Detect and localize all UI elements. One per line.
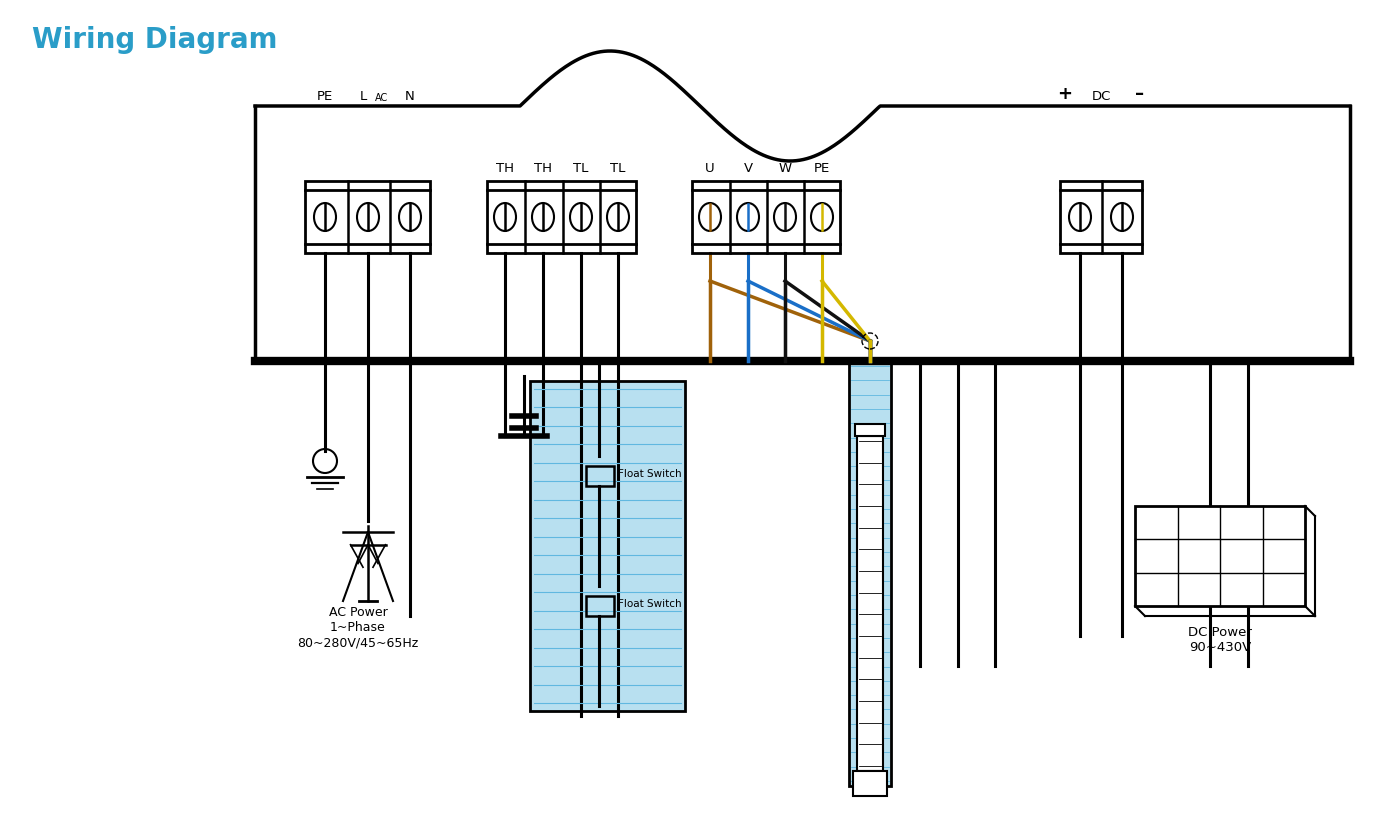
Bar	[585, 466, 613, 486]
Text: TH: TH	[533, 162, 552, 175]
Bar	[1135, 506, 1305, 606]
Text: TH: TH	[496, 162, 514, 175]
Text: TL: TL	[610, 162, 626, 175]
Bar	[305, 181, 430, 253]
Bar	[857, 436, 883, 771]
Text: –: –	[1135, 85, 1145, 103]
Text: PE: PE	[316, 90, 333, 103]
Text: W: W	[778, 162, 791, 175]
Bar	[1060, 181, 1142, 253]
Text: +: +	[1057, 85, 1072, 103]
Text: DC Power
90~430V: DC Power 90~430V	[1189, 626, 1252, 654]
Text: AC: AC	[375, 93, 388, 103]
Text: V: V	[743, 162, 753, 175]
Text: U: U	[706, 162, 715, 175]
Bar	[531, 381, 685, 711]
Text: TL: TL	[574, 162, 588, 175]
Text: N: N	[405, 90, 414, 103]
Text: DC: DC	[1092, 90, 1110, 103]
Text: Float Switch: Float Switch	[619, 469, 682, 479]
Text: PE: PE	[813, 162, 830, 175]
Bar	[487, 181, 636, 253]
Bar	[848, 361, 890, 786]
Text: AC Power
1~Phase
80~280V/45~65Hz: AC Power 1~Phase 80~280V/45~65Hz	[297, 606, 419, 649]
Text: Float Switch: Float Switch	[619, 599, 682, 609]
Bar	[585, 596, 613, 616]
Text: Wiring Diagram: Wiring Diagram	[32, 26, 277, 54]
Bar	[853, 771, 888, 796]
Bar	[855, 424, 885, 436]
Bar	[692, 181, 840, 253]
Text: L: L	[360, 90, 367, 103]
